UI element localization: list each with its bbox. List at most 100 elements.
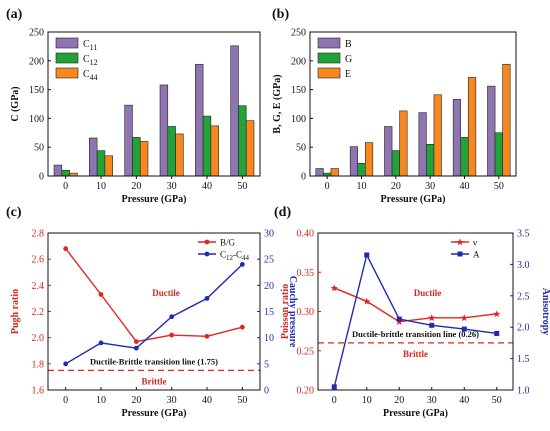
bar [139, 141, 149, 177]
bar [391, 150, 400, 177]
x-tick-label: 0 [332, 395, 337, 406]
bar [167, 126, 176, 177]
transition-line-label: Ductile-brittle transition line (0.26) [352, 329, 479, 339]
y-tick-label: 1.6 [32, 386, 45, 397]
data-point [461, 326, 467, 332]
y-axis-label: Poisson ratio [280, 284, 291, 339]
data-point [204, 251, 210, 257]
y-tick-label: 250 [291, 28, 306, 39]
legend-swatch [55, 67, 79, 79]
legend-label: C12-C44 [220, 250, 250, 263]
x-tick-label: 30 [167, 395, 177, 406]
region-label-lower: Brittle [403, 349, 428, 359]
data-point [457, 251, 463, 257]
data-point [428, 314, 436, 322]
panel-d: (d) Poisson ratio Pressure (GPa) 0.20 0.25 0.… [274, 205, 550, 419]
x-axis-label: Pressure (GPa) [383, 408, 448, 419]
bar [89, 137, 98, 177]
bar [418, 112, 427, 177]
x-tick-label: 40 [202, 395, 212, 406]
bar [330, 168, 339, 177]
bar [502, 63, 511, 177]
x-tick-label: 50 [237, 181, 247, 192]
bar [124, 104, 133, 177]
bar [399, 110, 408, 177]
y2-tick-label: 25 [264, 255, 274, 266]
y2-tick-label: 30 [264, 229, 274, 240]
data-point [239, 324, 245, 330]
data-point [363, 297, 371, 305]
data-point [330, 284, 338, 292]
x-axis-label: Pressure (GPa) [122, 194, 187, 205]
data-point [133, 345, 139, 351]
y-tick-label: 2.4 [32, 281, 45, 292]
x-tick-label: 0 [63, 181, 68, 192]
y-tick-label: 0.30 [297, 307, 315, 318]
bar [202, 115, 212, 177]
panel-label: (d) [274, 205, 291, 220]
y-tick-label: 0.40 [297, 229, 315, 240]
series-line [65, 263, 243, 365]
bar [61, 169, 70, 177]
plot-frame [309, 31, 517, 177]
series-line [65, 248, 243, 343]
x-tick-label: 30 [427, 395, 437, 406]
bar [315, 168, 324, 177]
x-tick-label: 10 [362, 395, 372, 406]
y-tick-label: 50 [296, 143, 306, 154]
bar [210, 125, 219, 177]
legend-label: C11 [83, 39, 97, 52]
y-tick-label: 2.2 [32, 307, 45, 318]
x-tick-label: 20 [394, 395, 404, 406]
x-tick-label: 10 [96, 181, 106, 192]
x-axis-label: Pressure (GPa) [381, 194, 446, 205]
panel-b: (b)B, G, E (GPa)Pressure (GPa)0501001502… [272, 7, 517, 205]
x-tick-label: 20 [131, 181, 141, 192]
y2-tick-label: 1.0 [517, 386, 530, 397]
data-point [456, 238, 464, 246]
y2-tick-label: 2.0 [517, 323, 530, 334]
legend-swatch [55, 37, 79, 49]
legend-label: A [473, 250, 480, 260]
y2-tick-label: 2.5 [517, 291, 530, 302]
y-tick-label: 0 [301, 172, 306, 183]
region-label-upper: Ductile [152, 288, 180, 298]
panel-label: (c) [6, 205, 22, 220]
legend-label: E [345, 69, 351, 80]
series-line [333, 287, 497, 323]
y-axis-label: C (GPa) [10, 86, 21, 121]
data-point [133, 339, 139, 344]
y2-tick-label: 5 [264, 359, 269, 370]
bar [230, 45, 239, 177]
bar [467, 77, 477, 177]
data-point [239, 262, 245, 267]
data-point [493, 310, 501, 318]
y2-tick-label: 15 [264, 307, 274, 318]
data-point [63, 361, 69, 367]
transition-line-label: Ductile-Brittle transition line (1.75) [90, 356, 218, 366]
plot-frame [47, 31, 261, 177]
data-point [331, 384, 337, 390]
y-tick-label: 200 [29, 56, 44, 67]
legend-swatch [317, 52, 341, 64]
data-point [169, 314, 175, 320]
y-axis-label: Pugh ratio [10, 289, 21, 334]
bar [104, 155, 113, 177]
bar [96, 150, 106, 177]
plot-frame [47, 232, 261, 391]
data-point [204, 239, 210, 245]
x-tick-label: 40 [460, 181, 470, 192]
panel-a: (a) C (GPa) Pressure (GPa) 0 50 100 150 200 250 0… [6, 7, 261, 205]
legend-label: B [345, 39, 352, 50]
y-tick-label: 100 [291, 114, 306, 125]
y2-tick-label: 3.0 [517, 260, 530, 271]
bar [245, 120, 255, 177]
y2-tick-label: 1.5 [517, 354, 530, 365]
y-tick-label: 150 [291, 85, 306, 96]
series-line [333, 252, 497, 388]
y-tick-label: 0.20 [297, 386, 315, 397]
bar [175, 133, 184, 177]
y-tick-label: 250 [29, 28, 44, 39]
data-point [98, 340, 104, 346]
